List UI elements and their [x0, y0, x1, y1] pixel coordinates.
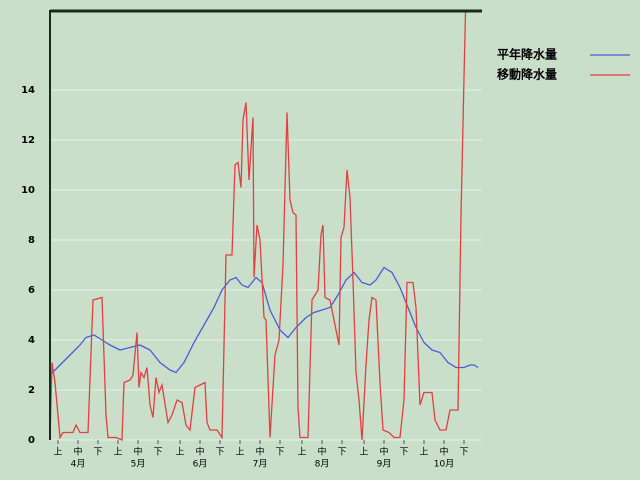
- month-label: 8月: [315, 459, 330, 470]
- x-tick-label: 中: [195, 446, 204, 458]
- x-tick-label: 中: [439, 446, 448, 458]
- x-tick-label: 下: [93, 448, 102, 458]
- x-tick-label: 中: [255, 446, 264, 458]
- x-tick-label: 上: [175, 447, 184, 458]
- legend-label: 移動降水量: [497, 67, 557, 82]
- x-tick-label: 中: [133, 446, 142, 458]
- x-tick-label: 上: [297, 447, 306, 458]
- x-tick-label: 上: [419, 447, 428, 458]
- x-tick-label: 下: [275, 448, 284, 458]
- series-line: [50, 10, 467, 441]
- x-tick-label: 上: [359, 447, 368, 458]
- x-tick-label: 下: [399, 448, 408, 458]
- x-tick-label: 中: [73, 446, 82, 458]
- month-label: 5月: [131, 459, 146, 470]
- legend-label: 平年降水量: [497, 47, 557, 62]
- y-tick-label: 14: [21, 85, 35, 96]
- x-tick-label: 上: [113, 447, 122, 458]
- y-tick-label: 0: [28, 435, 35, 446]
- x-tick-label: 上: [235, 447, 244, 458]
- series-line: [50, 266, 479, 376]
- y-tick-label: 4: [28, 335, 35, 346]
- labels: 02468101214上中下上中下上中下上中下上中下上中下上中下4月 5月 6月 7月…: [21, 47, 630, 470]
- y-tick-label: 6: [28, 285, 35, 296]
- x-tick-label: 下: [337, 448, 346, 458]
- plot-area: [50, 10, 479, 441]
- x-tick-label: 下: [459, 448, 468, 458]
- month-label: 10月: [434, 459, 454, 470]
- y-tick-label: 10: [21, 185, 35, 196]
- x-tick-label: 下: [215, 448, 224, 458]
- y-tick-label: 2: [28, 385, 35, 396]
- month-label: 6月: [193, 459, 208, 470]
- grid: [50, 89, 482, 441]
- month-label: 4月: [71, 459, 86, 470]
- x-tick-label: 中: [379, 446, 388, 458]
- month-label: 7月: [253, 459, 268, 470]
- y-tick-label: 12: [21, 135, 35, 146]
- month-label: 9月: [377, 459, 392, 470]
- y-tick-label: 8: [28, 235, 35, 246]
- x-tick-label: 中: [317, 446, 326, 458]
- x-tick-label: 上: [53, 447, 62, 458]
- x-tick-label: 下: [153, 448, 162, 458]
